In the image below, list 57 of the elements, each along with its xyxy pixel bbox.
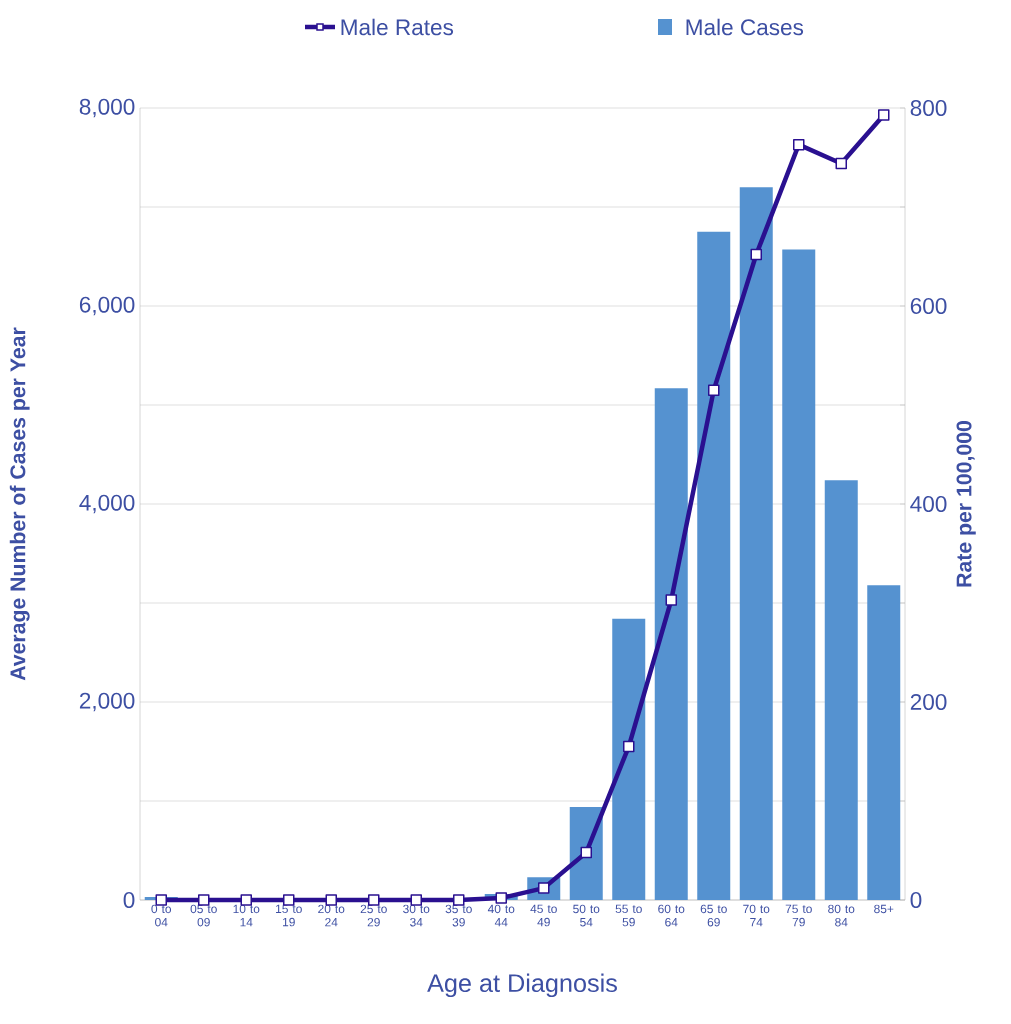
x-tick-label: 05 to 09 <box>190 904 217 927</box>
y2-tick-label: 0 <box>910 892 922 908</box>
x-tick-label: 10 to 14 <box>233 904 260 927</box>
point <box>410 894 423 906</box>
x-tick-label: 0 to 04 <box>151 904 172 927</box>
y-axis-title: Average Number of Cases per Year <box>9 327 30 681</box>
point <box>155 894 167 906</box>
x-tick-label: 30 to 34 <box>403 904 430 927</box>
point <box>368 894 380 906</box>
y2-tick-label: 800 <box>910 100 947 117</box>
x-axis-title: Age at Diagnosis <box>427 973 617 998</box>
point <box>198 894 210 906</box>
x-tick-label: 85+ <box>874 904 894 914</box>
x-tick-label: 35 to 39 <box>445 904 472 927</box>
y2-tick-label: 200 <box>910 694 947 710</box>
x-tick-label: 50 to 54 <box>573 904 600 927</box>
point <box>835 157 848 170</box>
x-tick-label: 70 to 74 <box>743 904 770 927</box>
x-tick-label: 45 to 49 <box>530 904 557 927</box>
y-tick-label: 4,000 <box>79 494 135 514</box>
legend-label: Male Rates <box>341 18 454 36</box>
y-tick-label: 6,000 <box>79 296 135 316</box>
x-tick-label: 75 to 79 <box>785 904 812 927</box>
bar <box>867 585 901 900</box>
point <box>793 138 805 151</box>
x-tick-label: 25 to 29 <box>360 904 387 927</box>
x-tick-label: 20 to 24 <box>318 904 345 927</box>
point <box>878 109 890 121</box>
point <box>495 892 508 904</box>
x-tick-label: 55 to 59 <box>615 904 642 927</box>
point <box>240 894 252 906</box>
point <box>325 894 337 906</box>
point <box>283 894 295 906</box>
x-tick-label: 60 to 64 <box>658 904 685 927</box>
x-tick-label: 40 to 44 <box>487 904 515 927</box>
y-tick-label: 0 <box>123 892 135 908</box>
x-tick-label: 80 to 84 <box>828 904 855 927</box>
point <box>665 594 678 606</box>
bar <box>782 249 816 900</box>
legend-label: Male Cases <box>686 18 804 36</box>
y2-tick-label: 400 <box>910 496 947 513</box>
y-tick-label: 2,000 <box>79 692 135 712</box>
point <box>708 384 720 396</box>
bar <box>654 388 688 900</box>
y-tick-label: 8,000 <box>79 98 135 118</box>
point <box>580 846 593 859</box>
point <box>453 894 465 906</box>
x-tick-label: 15 to 19 <box>276 904 302 927</box>
bar <box>739 187 773 900</box>
y2-axis-title: Rate per 100,000 <box>956 421 976 587</box>
bar <box>697 231 731 900</box>
point <box>750 248 763 261</box>
bar <box>612 618 646 900</box>
y2-tick-label: 600 <box>910 298 947 315</box>
x-tick-label: 65 to 69 <box>700 904 727 927</box>
point <box>623 740 635 753</box>
bar <box>824 480 858 900</box>
